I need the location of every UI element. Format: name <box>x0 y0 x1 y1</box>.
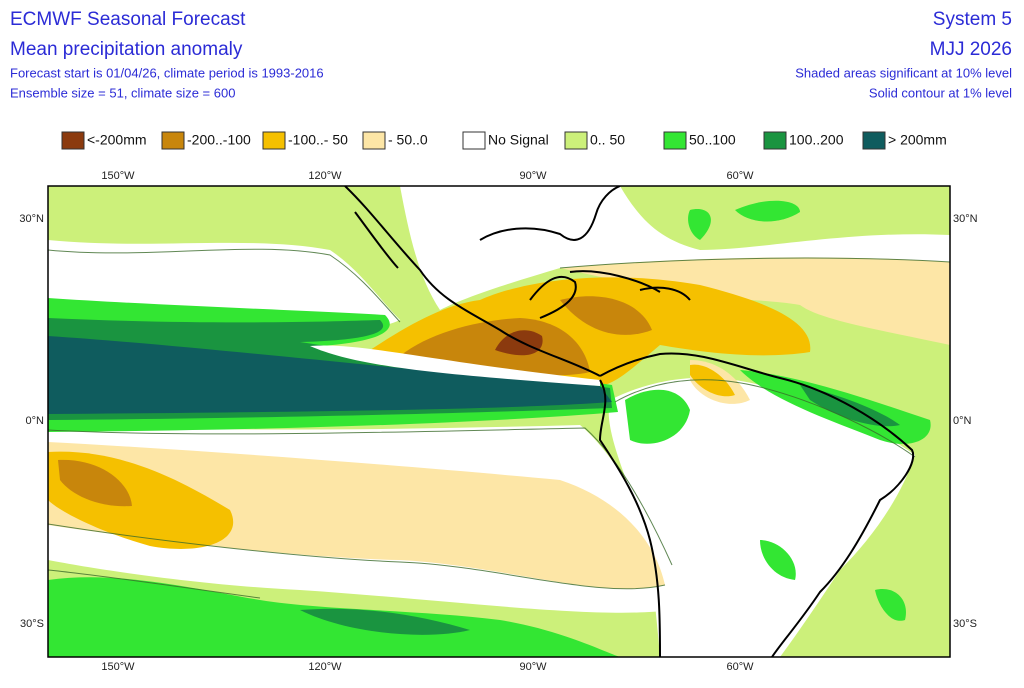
legend-swatch <box>262 131 286 150</box>
legend-label: > 200mm <box>888 132 947 148</box>
lon-label: 60°W <box>726 661 754 673</box>
map-frame <box>47 185 951 658</box>
legend-swatch <box>161 131 185 150</box>
legend: <-200mm -200..-100 -100..- 50 - 50..0 No Sig… <box>61 131 947 150</box>
lat-label: 0°N <box>26 415 45 427</box>
legend-label: 50..100 <box>689 132 736 148</box>
lat-label: 30°N <box>19 213 44 225</box>
legend-swatch <box>862 131 886 150</box>
system: System 5 <box>933 9 1012 30</box>
legend-label: 100..200 <box>789 132 844 148</box>
legend-label: No Signal <box>488 132 549 148</box>
note: Shaded areas significant at 10% level <box>795 65 1012 80</box>
lon-label: 150°W <box>101 661 135 673</box>
legend-label: -200..-100 <box>187 132 251 148</box>
info-line: Ensemble size = 51, climate size = 600 <box>10 85 235 100</box>
axis-labels: 150°W 150°W 120°W 120°W 90°W 90°W 60°W 60°W 30°N… <box>19 170 977 673</box>
info-line: Forecast start is 01/04/26, climate peri… <box>10 65 324 80</box>
title: ECMWF Seasonal Forecast <box>10 9 246 30</box>
note: Solid contour at 1% level <box>869 85 1012 100</box>
map <box>48 186 950 657</box>
legend-label: <-200mm <box>87 132 147 148</box>
lon-label: 120°W <box>308 661 342 673</box>
lon-label: 150°W <box>101 170 135 182</box>
lon-label: 120°W <box>308 170 342 182</box>
lat-label: 30°S <box>953 618 977 630</box>
lon-label: 60°W <box>726 170 754 182</box>
legend-label: - 50..0 <box>388 132 428 148</box>
legend-label: -100..- 50 <box>288 132 348 148</box>
lon-label: 90°W <box>519 170 547 182</box>
legend-swatch <box>362 131 386 150</box>
legend-label: 0.. 50 <box>590 132 625 148</box>
legend-swatch <box>61 131 85 150</box>
lon-label: 90°W <box>519 661 547 673</box>
legend-swatch <box>462 131 486 150</box>
lat-label: 30°S <box>20 618 44 630</box>
legend-swatch <box>663 131 687 150</box>
legend-swatch <box>763 131 787 150</box>
lat-label: 0°N <box>953 415 972 427</box>
legend-swatch <box>564 131 588 150</box>
subtitle: Mean precipitation anomaly <box>10 39 243 60</box>
lat-label: 30°N <box>953 213 978 225</box>
period: MJJ 2026 <box>930 39 1012 60</box>
